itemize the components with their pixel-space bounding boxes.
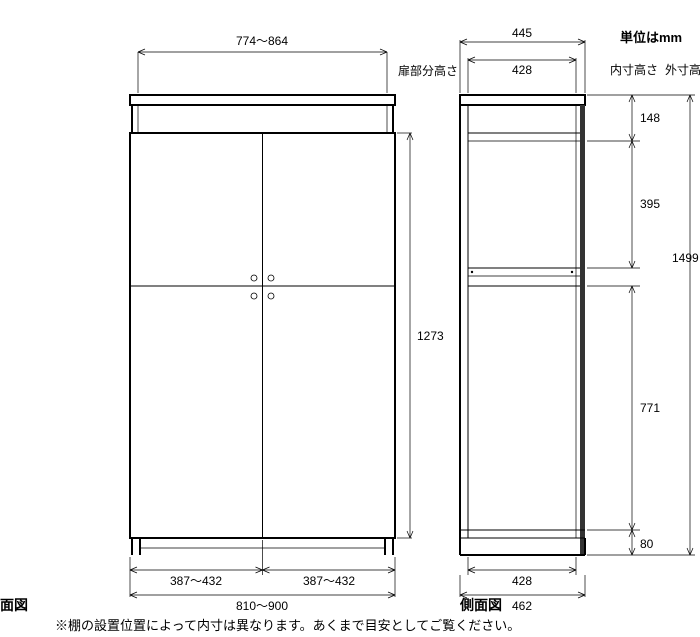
dim-text: 428 bbox=[512, 63, 532, 77]
side-dim-inner-heights: 148 395 771 80 bbox=[587, 95, 660, 555]
front-caption: 面図 bbox=[0, 597, 28, 613]
side-dim-outer-height: 1499 bbox=[640, 95, 699, 555]
door-handle-icon bbox=[251, 293, 257, 299]
dim-text: 1273 bbox=[417, 329, 444, 343]
dim-text: 1499 bbox=[672, 251, 699, 265]
dim-text: 445 bbox=[512, 26, 532, 40]
front-dim-door-height: 1273 bbox=[397, 133, 444, 538]
side-dim-top-outer: 445 bbox=[460, 26, 585, 93]
dim-text: 148 bbox=[640, 111, 660, 125]
front-dim-bottom-halves: 387～432 387～432 bbox=[130, 540, 395, 588]
dim-text: 395 bbox=[640, 197, 660, 211]
side-view bbox=[460, 95, 585, 555]
label-text: 扉部分高さ bbox=[398, 63, 458, 78]
door-handle-icon bbox=[268, 275, 274, 281]
dim-text: 771 bbox=[640, 401, 660, 415]
footer-note: ※棚の設置位置によって内寸は異なります。あくまで目安としてご覧ください。 bbox=[55, 618, 520, 633]
dim-text: 80 bbox=[640, 537, 654, 551]
outer-height-label: 外寸高さ bbox=[665, 62, 700, 77]
front-view bbox=[130, 95, 395, 555]
dim-text: 387～432 bbox=[303, 574, 355, 588]
inner-height-label: 内寸高さ bbox=[610, 62, 658, 77]
side-caption: 側面図 bbox=[459, 597, 502, 613]
dim-text: 774～864 bbox=[236, 34, 288, 48]
side-dim-top-inner: 428 bbox=[468, 57, 576, 93]
side-dim-bottom-inner: 428 bbox=[468, 557, 576, 588]
dim-text: 462 bbox=[512, 599, 532, 613]
door-handle-icon bbox=[251, 275, 257, 281]
dim-text: 428 bbox=[512, 574, 532, 588]
front-door-height-label: 扉部分高さ bbox=[398, 63, 458, 78]
door-handle-icon bbox=[268, 293, 274, 299]
front-dim-top: 774～864 bbox=[138, 34, 387, 93]
dim-text: 810～900 bbox=[236, 599, 288, 613]
unit-label: 単位はmm bbox=[620, 30, 682, 45]
dim-text: 387～432 bbox=[170, 574, 222, 588]
